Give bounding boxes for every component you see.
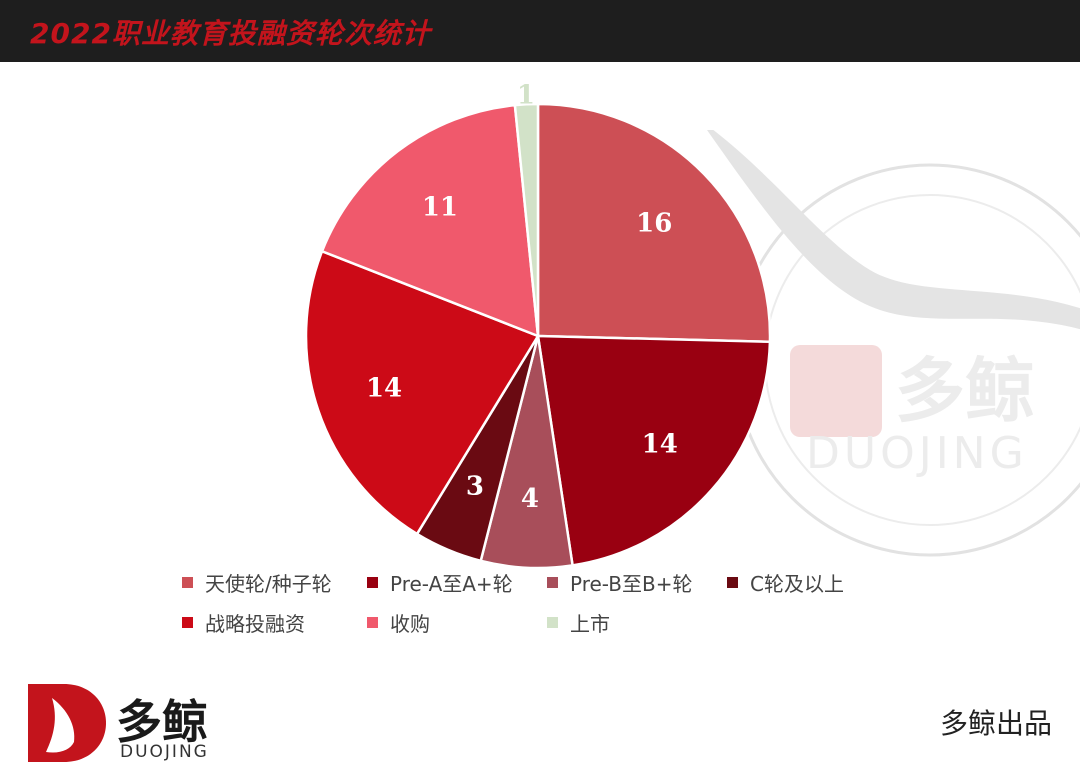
legend-label: 收购 — [390, 611, 430, 636]
legend-label: 战略投融资 — [205, 611, 305, 636]
legend-label: 天使轮/种子轮 — [205, 571, 332, 596]
chart-legend: 天使轮/种子轮 Pre-A至A+轮 Pre-B至B+轮 C轮及以上战略投融资 收购 上市 — [182, 568, 902, 636]
legend-swatch — [367, 616, 378, 628]
legend-item-3: C轮及以上 — [727, 568, 902, 596]
legend-swatch — [547, 616, 558, 628]
legend-swatch — [367, 576, 378, 588]
legend-label: Pre-B至B+轮 — [570, 571, 693, 596]
pie-slice-0 — [536, 102, 772, 344]
pie-slice-1 — [536, 334, 772, 567]
watermark-en: DUOJING — [806, 428, 1028, 479]
legend-item-2: Pre-B至B+轮 — [547, 568, 727, 596]
pie-data-label-2: 4 — [521, 484, 539, 514]
page-title: 2022职业教育投融资轮次统计 — [30, 17, 431, 50]
pie-slices — [304, 102, 772, 570]
legend-item-5: 收购 — [367, 608, 547, 636]
duojing-logo-icon — [28, 684, 106, 762]
pie-slice-4 — [304, 249, 540, 536]
pie-data-label-5: 11 — [422, 193, 458, 223]
legend-swatch — [182, 616, 193, 628]
pie-slice-6 — [513, 102, 540, 337]
legend-item-1: Pre-A至A+轮 — [367, 568, 547, 596]
legend-swatch — [547, 576, 558, 588]
legend-item-4: 战略投融资 — [182, 608, 367, 636]
legend-swatch — [727, 576, 738, 588]
pie-data-label-3: 3 — [466, 472, 484, 502]
pie-data-label-4: 14 — [366, 374, 402, 404]
watermark-seal: 多鲸 DUOJING — [707, 130, 1080, 557]
pie-slice-5 — [320, 103, 540, 338]
legend-label: C轮及以上 — [750, 571, 844, 596]
pie-data-label-6: 1 — [517, 80, 535, 110]
legend-item-0: 天使轮/种子轮 — [182, 568, 367, 596]
legend-label: 上市 — [570, 611, 610, 636]
header-bar: 2022职业教育投融资轮次统计 — [0, 0, 1080, 62]
pie-data-label-0: 16 — [636, 209, 672, 239]
footer-credit: 多鲸出品 — [939, 707, 1052, 740]
pie-data-label-1: 14 — [642, 429, 678, 459]
brand-name-en: DUOJING — [120, 742, 209, 762]
brand-name: 多鲸 — [116, 695, 208, 749]
brand-logo: 多鲸 DUOJING — [24, 680, 244, 765]
legend-label: Pre-A至A+轮 — [390, 571, 513, 596]
legend-swatch — [182, 576, 193, 588]
watermark-name: 多鲸 — [895, 350, 1035, 432]
legend-item-6: 上市 — [547, 608, 727, 636]
